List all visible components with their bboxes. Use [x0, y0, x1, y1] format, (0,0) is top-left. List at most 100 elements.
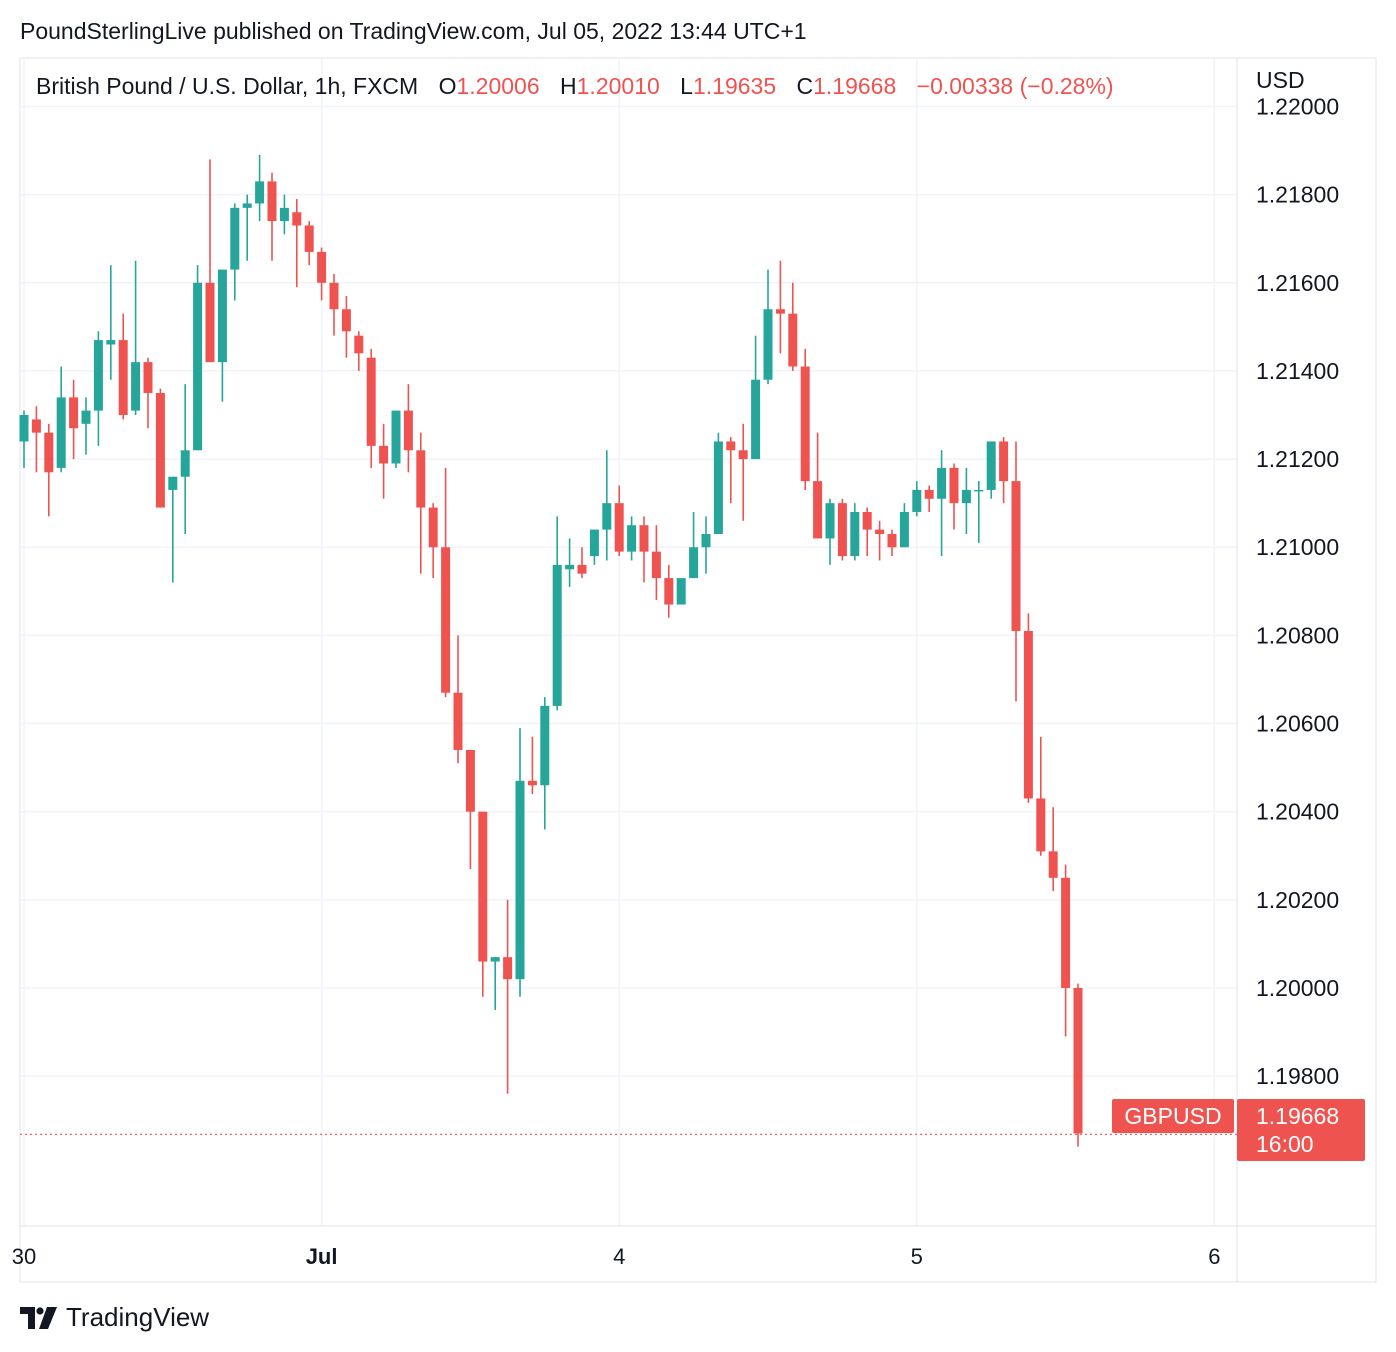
candle-body	[515, 780, 525, 980]
symbol-tag-label: GBPUSD	[1124, 1103, 1221, 1129]
candle-body	[701, 534, 711, 548]
candle-body	[81, 410, 91, 424]
candle-body	[56, 397, 66, 468]
candle-body	[44, 432, 54, 473]
price-axis[interactable]: 1.22000 1.21800 1.21600 1.21400 1.21200 1.210…	[1256, 93, 1339, 1089]
tradingview-wordmark: TradingView	[66, 1302, 210, 1332]
candle-body	[837, 503, 847, 557]
last-price-label: 1.19668	[1256, 1103, 1339, 1129]
time-tick-label: 4	[613, 1244, 625, 1269]
candle-body	[676, 578, 686, 605]
candle-body	[304, 225, 314, 252]
candle-body	[403, 410, 413, 451]
candle-body	[193, 282, 203, 451]
candle-body	[19, 415, 29, 442]
candle-body	[527, 780, 537, 786]
candles	[19, 154, 1083, 1147]
candle-body	[986, 441, 996, 490]
candle-body	[180, 450, 190, 477]
candle-body	[106, 340, 116, 345]
candle-body	[329, 282, 339, 310]
candle-body	[602, 503, 612, 530]
candle-body	[205, 282, 215, 363]
candle-body	[1061, 877, 1071, 988]
legend-low-label: L	[680, 73, 693, 99]
candle-body	[143, 362, 153, 393]
candle-body	[800, 366, 810, 482]
chart-frame	[19, 57, 1377, 1283]
price-tick-label: 1.21200	[1256, 446, 1339, 472]
candle-body	[118, 340, 128, 416]
candle-body	[391, 410, 401, 464]
price-tick-label: 1.20000	[1256, 975, 1339, 1001]
candle-body	[490, 957, 500, 962]
candle-body	[775, 309, 785, 314]
grid-lines	[20, 58, 1237, 1226]
time-tick-label: 30	[12, 1244, 36, 1269]
candle-body	[416, 450, 426, 508]
candle-body	[230, 207, 240, 270]
candle-body	[168, 476, 178, 490]
price-tick-label: 1.20800	[1256, 622, 1339, 648]
candle-body	[813, 481, 823, 539]
price-tick-label: 1.21600	[1256, 270, 1339, 296]
candle-body	[639, 525, 649, 552]
candle-body	[726, 441, 736, 451]
candle-body	[589, 529, 599, 557]
candle-body	[689, 547, 699, 579]
candle-body	[453, 692, 463, 750]
price-tick-label: 1.20400	[1256, 799, 1339, 825]
time-axis[interactable]: 30 Jul 4 5 6	[12, 1244, 1221, 1269]
candle-body	[949, 467, 959, 504]
last-price-tag	[1237, 1099, 1365, 1161]
candle-body	[292, 212, 302, 226]
candle-body	[31, 419, 41, 433]
time-tick-label: 6	[1208, 1244, 1220, 1269]
candle-body	[540, 705, 550, 786]
candle-body	[738, 450, 748, 460]
candle-body	[887, 534, 897, 548]
candle-body	[875, 529, 885, 535]
time-tick-label: 5	[911, 1244, 923, 1269]
price-axis-currency: USD	[1256, 67, 1305, 93]
candle-body	[924, 489, 934, 499]
symbol-tag	[1112, 1099, 1234, 1133]
candle-body	[937, 467, 947, 499]
price-tick-label: 1.22000	[1256, 93, 1339, 119]
time-tick-label: Jul	[306, 1244, 338, 1269]
price-tick-label: 1.21400	[1256, 358, 1339, 384]
legend-open-value: 1.20006	[456, 73, 539, 99]
candle-body	[664, 578, 674, 605]
candle-body	[862, 511, 872, 530]
legend-close-value: 1.19668	[813, 73, 896, 99]
candle-body	[267, 181, 277, 222]
tradingview-brand[interactable]: TradingView	[20, 1302, 209, 1333]
candle-body	[279, 207, 289, 222]
candle-body	[1023, 630, 1033, 799]
candle-body	[465, 749, 475, 812]
price-tick-label: 1.21800	[1256, 182, 1339, 208]
candle-body	[713, 441, 723, 535]
candle-body	[341, 309, 351, 332]
candle-body	[217, 269, 227, 363]
price-tick-label: 1.19800	[1256, 1063, 1339, 1089]
candle-body	[1048, 851, 1058, 878]
candle-body	[441, 547, 451, 693]
legend-open-label: O	[439, 73, 457, 99]
candle-body	[912, 489, 922, 512]
candle-body	[763, 309, 773, 380]
svg-text:British Pound / U.S. Dollar, 1: British Pound / U.S. Dollar, 1h, FXCM O1…	[36, 73, 1114, 99]
legend-high-value: 1.20010	[577, 73, 660, 99]
candle-body	[614, 503, 624, 552]
candle-body	[131, 362, 141, 411]
candle-body	[974, 489, 984, 492]
legend-close-label: C	[797, 73, 814, 99]
candle-body	[899, 511, 909, 548]
candle-body	[565, 564, 575, 570]
candle-body	[354, 335, 364, 354]
legend-high-label: H	[560, 73, 577, 99]
price-tick-label: 1.21000	[1256, 534, 1339, 560]
candle-body	[552, 564, 562, 706]
candle-body	[317, 251, 327, 283]
